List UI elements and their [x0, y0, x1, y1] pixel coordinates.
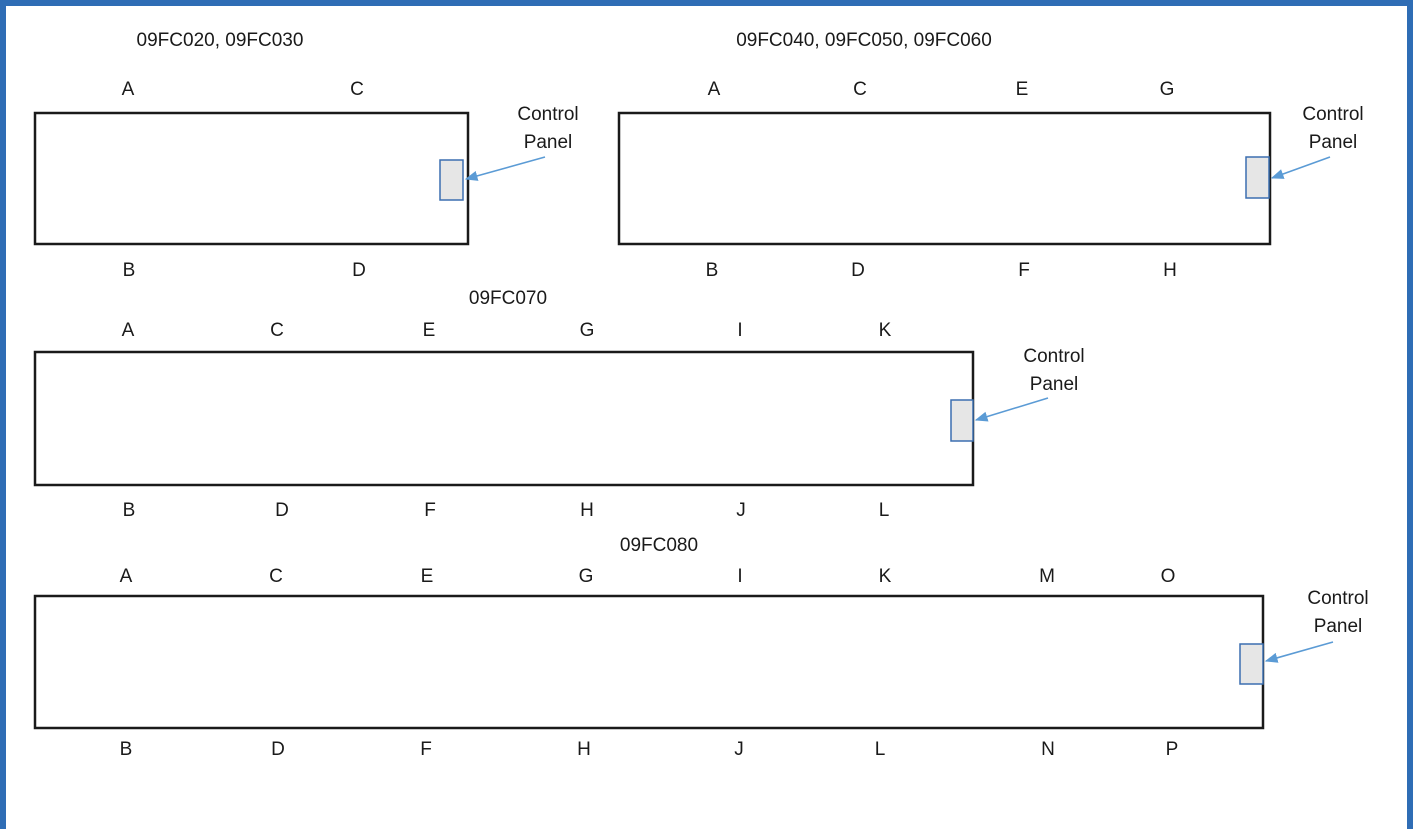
top-label: K	[879, 320, 892, 341]
bottom-label: D	[271, 739, 285, 760]
control-panel-arrow	[1270, 156, 1331, 179]
top-label: I	[737, 566, 742, 587]
control-panel-label: Control	[1307, 588, 1368, 609]
unit-title: 09FC040, 09FC050, 09FC060	[736, 30, 992, 51]
bottom-label: D	[352, 260, 366, 281]
unit-title: 09FC080	[620, 535, 698, 556]
bottom-label: F	[424, 500, 436, 521]
top-label: G	[580, 320, 595, 341]
control-panel-box	[439, 159, 464, 201]
unit-outline	[617, 111, 1272, 246]
top-label: E	[1016, 79, 1029, 100]
unit-title: 09FC070	[469, 288, 547, 309]
control-panel-label: Panel	[1030, 374, 1079, 395]
unit-070-group: 09FC070 A C E G I K B D F H J L Control Panel	[33, 288, 1085, 521]
unit-080-group: 09FC080 A C E G I K M O B D F H J L N P Control Panel	[33, 535, 1369, 760]
control-panel-label: Control	[1302, 104, 1363, 125]
unit-outline	[33, 350, 975, 487]
top-label: A	[708, 79, 721, 100]
bottom-label: L	[875, 739, 886, 760]
top-label: E	[421, 566, 434, 587]
top-label: O	[1161, 566, 1176, 587]
bottom-label: H	[1163, 260, 1177, 281]
bottom-label: L	[879, 500, 890, 521]
bottom-label: J	[734, 739, 744, 760]
bottom-label: B	[123, 260, 136, 281]
top-label: C	[270, 320, 284, 341]
top-label: C	[853, 79, 867, 100]
control-panel-label: Panel	[524, 132, 573, 153]
top-label: A	[120, 566, 133, 587]
bottom-label: D	[851, 260, 865, 281]
top-label: C	[350, 79, 364, 100]
unit-title: 09FC020, 09FC030	[137, 30, 304, 51]
control-panel-arrow	[464, 156, 546, 181]
top-label: A	[122, 79, 135, 100]
bottom-label: H	[580, 500, 594, 521]
bottom-label: B	[120, 739, 133, 760]
unit-outline	[33, 111, 470, 246]
bottom-label: B	[706, 260, 719, 281]
top-label: A	[122, 320, 135, 341]
top-label: K	[879, 566, 892, 587]
bottom-label: F	[1018, 260, 1030, 281]
bottom-label: P	[1166, 739, 1179, 760]
control-panel-label: Panel	[1309, 132, 1358, 153]
bottom-label: J	[736, 500, 746, 521]
bottom-label: H	[577, 739, 591, 760]
control-panel-box	[950, 399, 974, 442]
top-label: G	[1160, 79, 1175, 100]
bottom-label: D	[275, 500, 289, 521]
control-panel-label: Control	[1023, 346, 1084, 367]
top-label: G	[579, 566, 594, 587]
unit-040-060-group: 09FC040, 09FC050, 09FC060 A C E G B D F H Control…	[617, 30, 1364, 281]
control-panel-box	[1239, 643, 1264, 685]
top-label: E	[423, 320, 436, 341]
control-panel-label: Panel	[1314, 616, 1363, 637]
bottom-label: F	[420, 739, 432, 760]
control-panel-label: Control	[517, 104, 578, 125]
top-label: M	[1039, 566, 1055, 587]
top-label: I	[737, 320, 742, 341]
unit-020-030-group: 09FC020, 09FC030 A C B D Control Panel	[33, 30, 579, 281]
control-panel-arrow	[1264, 641, 1334, 663]
control-panel-box	[1245, 156, 1270, 199]
bottom-label: N	[1041, 739, 1055, 760]
bottom-label: B	[123, 500, 136, 521]
control-panel-arrow	[974, 397, 1049, 422]
top-label: C	[269, 566, 283, 587]
unit-outline	[33, 594, 1265, 730]
